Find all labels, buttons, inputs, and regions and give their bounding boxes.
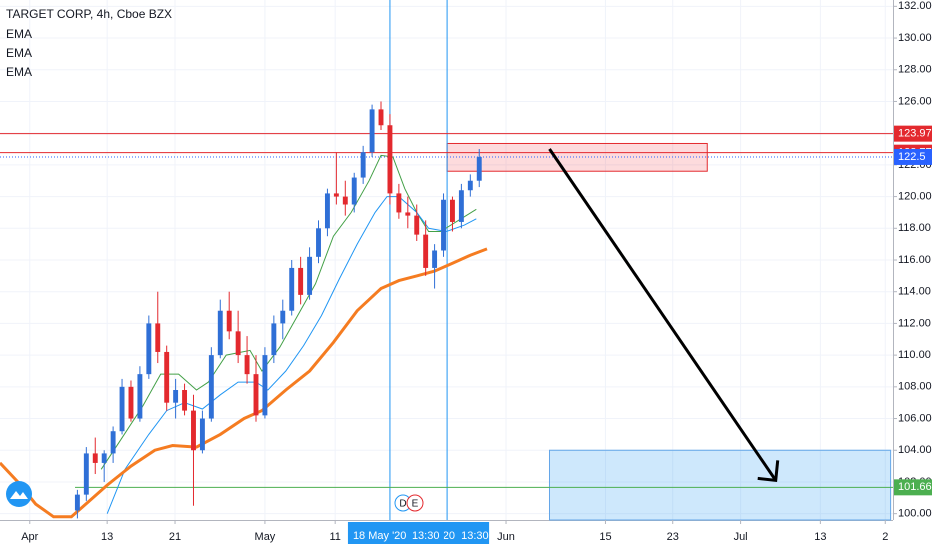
y-tick-label: 100.00: [898, 508, 932, 520]
price-label-bg: [894, 148, 932, 165]
candle-body: [449, 199, 455, 222]
candle-body: [92, 453, 98, 463]
price-label: 122.5: [898, 151, 926, 163]
candle-body: [369, 109, 375, 153]
crosshair-time: 13:30: [461, 530, 489, 542]
candle-body: [432, 250, 438, 268]
candle-body: [414, 215, 420, 235]
candle-body: [101, 453, 107, 463]
candle-body: [298, 267, 304, 295]
candle-body: [155, 323, 161, 352]
y-tick-label: 132.00: [898, 0, 932, 12]
candle-body: [217, 310, 223, 356]
candle-body: [458, 190, 464, 222]
y-tick-label: 130.00: [898, 32, 932, 44]
logo-mark: [10, 491, 28, 499]
x-tick-label: 21: [169, 531, 181, 543]
candle-body: [307, 256, 313, 295]
price-label: 123.97: [898, 128, 932, 140]
candle-body: [191, 410, 196, 451]
y-tick-label: 104.00: [898, 444, 932, 456]
tv-logo[interactable]: [6, 481, 32, 507]
x-tick-label: 11: [329, 531, 340, 543]
candle-body: [199, 418, 205, 451]
price-label: 101.66: [898, 481, 932, 493]
candle-body: [128, 386, 134, 419]
crosshair-time: 13:30: [412, 530, 440, 542]
y-tick-label: 118.00: [898, 222, 931, 234]
arrow-head: [757, 460, 780, 483]
candle-body: [208, 355, 214, 419]
x-tick-label: Jul: [734, 531, 748, 543]
candle-body: [396, 193, 402, 213]
candle-body: [467, 180, 473, 191]
event-marker: [406, 494, 424, 512]
candle-body: [119, 386, 125, 432]
x-tick-label: May: [255, 531, 276, 543]
candle-body: [378, 109, 384, 126]
candle-body: [333, 193, 339, 197]
candle-body: [110, 431, 116, 454]
logo-circle[interactable]: [6, 481, 32, 507]
x-tick-label: Apr: [21, 531, 38, 543]
candle-body: [74, 494, 80, 511]
candle-body: [253, 374, 259, 416]
candle-body: [164, 351, 170, 403]
plot: [0, 0, 893, 521]
zone: [548, 449, 892, 521]
x-tick-label: Jun: [497, 531, 515, 543]
candle-body: [173, 390, 179, 403]
y-tick-label: 120.00: [898, 190, 932, 202]
y-tick-label: 114.00: [898, 286, 931, 298]
crosshair-label-bg: [347, 522, 444, 544]
candle-body: [316, 228, 321, 257]
price-label-bg: [894, 125, 932, 142]
chart-title: TARGET CORP, 4h, Cboe BZX: [6, 7, 172, 21]
y-tick-label: 110.00: [898, 349, 931, 361]
x-tick-label: 13: [101, 531, 113, 543]
candle-body: [182, 390, 188, 411]
ema-line: [106, 196, 477, 514]
candle-body: [342, 196, 348, 205]
x-tick-label: 13: [814, 531, 826, 543]
y-tick-label: 128.00: [898, 64, 932, 76]
price-label-bg: [894, 479, 932, 496]
candle-body: [280, 310, 286, 324]
candle-body: [83, 453, 89, 495]
arrow-line: [548, 148, 777, 482]
candle-body: [262, 355, 268, 416]
candle-body: [146, 323, 152, 375]
candle-body: [244, 355, 250, 375]
candle-body: [324, 193, 330, 229]
event-label: E: [412, 499, 419, 510]
candle-body: [289, 267, 295, 311]
x-tick-label: 15: [599, 531, 611, 543]
candle-body: [360, 152, 366, 178]
y-tick-label: 106.00: [898, 412, 932, 424]
x-tick-label: 2: [882, 531, 888, 543]
x-tick-label: 23: [667, 531, 679, 543]
candle-body: [405, 212, 411, 216]
candle-body: [476, 156, 482, 181]
event-label: D: [399, 499, 406, 510]
candle-body: [387, 125, 393, 194]
legend-entry: EMA: [6, 65, 32, 79]
candle-body: [271, 323, 277, 356]
candle-body: [137, 374, 143, 419]
candle-body: [351, 177, 357, 205]
candle-body: [441, 199, 446, 251]
y-tick-label: 112.00: [898, 317, 931, 329]
candle-body: [235, 331, 241, 356]
ema-line: [0, 247, 488, 519]
legend-entry: EMA: [6, 46, 32, 60]
candle-body: [423, 234, 429, 268]
y-tick-label: 126.00: [898, 95, 932, 107]
crosshair-date: 18 May '20: [353, 530, 406, 542]
legend-entry: EMA: [6, 27, 32, 41]
candle-body: [226, 310, 232, 332]
y-tick-label: 108.00: [898, 381, 932, 393]
y-tick-label: 116.00: [898, 254, 931, 266]
